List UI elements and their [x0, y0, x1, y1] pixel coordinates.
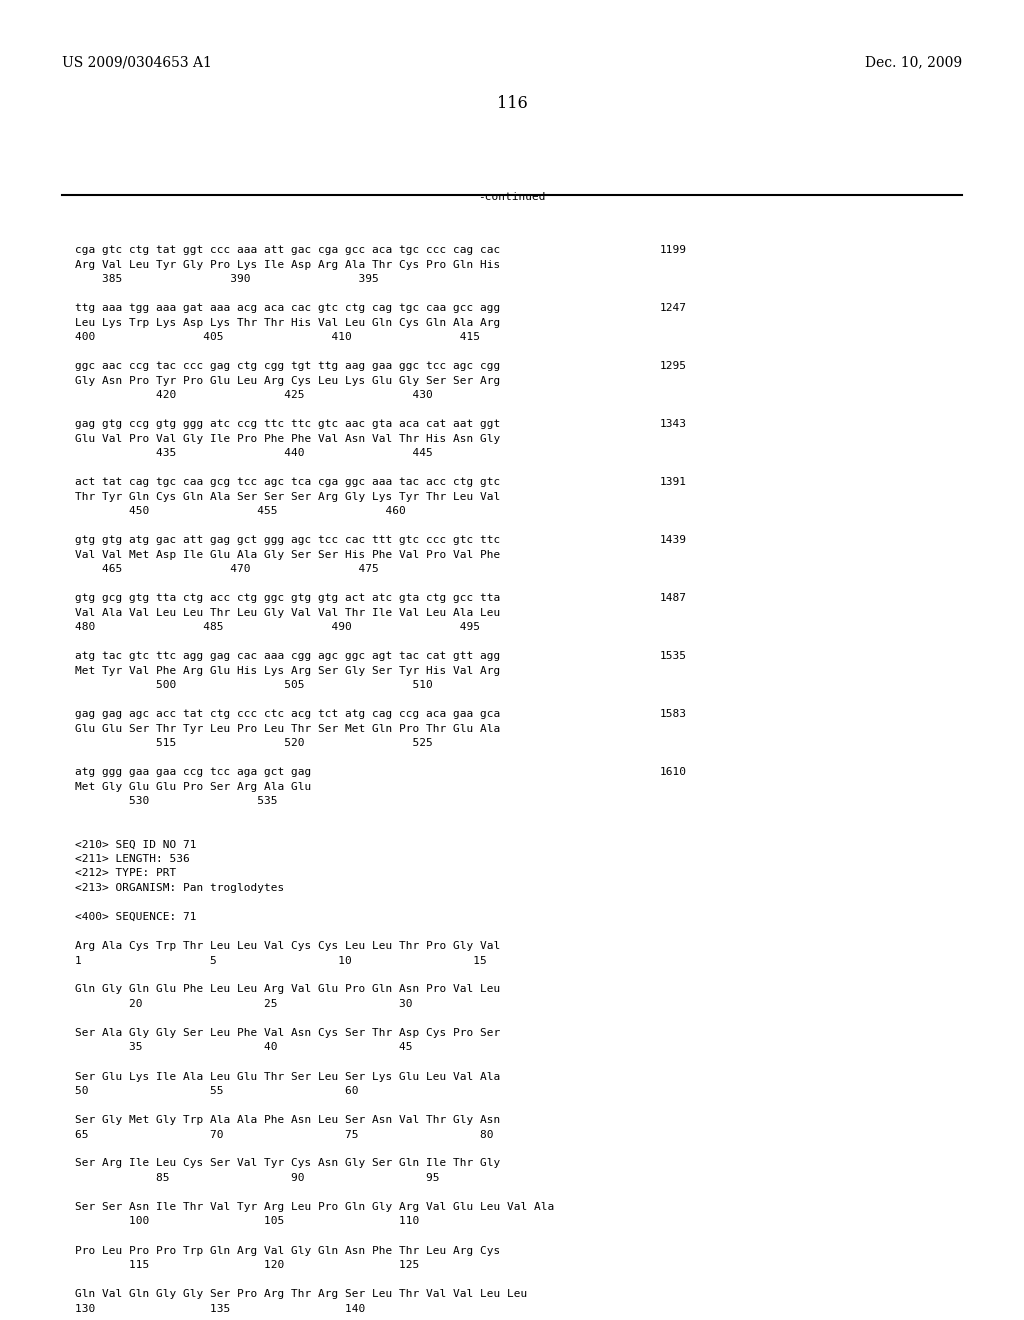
- Text: Ser Glu Lys Ile Ala Leu Glu Thr Ser Leu Ser Lys Glu Leu Val Ala: Ser Glu Lys Ile Ala Leu Glu Thr Ser Leu …: [75, 1072, 501, 1081]
- Text: Arg Val Leu Tyr Gly Pro Lys Ile Asp Arg Ala Thr Cys Pro Gln His: Arg Val Leu Tyr Gly Pro Lys Ile Asp Arg …: [75, 260, 501, 269]
- Text: Pro Leu Pro Pro Trp Gln Arg Val Gly Gln Asn Phe Thr Leu Arg Cys: Pro Leu Pro Pro Trp Gln Arg Val Gly Gln …: [75, 1246, 501, 1255]
- Text: Val Ala Val Leu Leu Thr Leu Gly Val Val Thr Ile Val Leu Ala Leu: Val Ala Val Leu Leu Thr Leu Gly Val Val …: [75, 607, 501, 618]
- Text: 1199: 1199: [660, 246, 687, 255]
- Text: Met Tyr Val Phe Arg Glu His Lys Arg Ser Gly Ser Tyr His Val Arg: Met Tyr Val Phe Arg Glu His Lys Arg Ser …: [75, 665, 501, 676]
- Text: Gln Gly Gln Glu Phe Leu Leu Arg Val Glu Pro Gln Asn Pro Val Leu: Gln Gly Gln Glu Phe Leu Leu Arg Val Glu …: [75, 985, 501, 994]
- Text: US 2009/0304653 A1: US 2009/0304653 A1: [62, 55, 212, 69]
- Text: <210> SEQ ID NO 71: <210> SEQ ID NO 71: [75, 840, 197, 850]
- Text: 130                 135                 140: 130 135 140: [75, 1304, 366, 1313]
- Text: gtg gcg gtg tta ctg acc ctg ggc gtg gtg act atc gta ctg gcc tta: gtg gcg gtg tta ctg acc ctg ggc gtg gtg …: [75, 593, 501, 603]
- Text: Dec. 10, 2009: Dec. 10, 2009: [865, 55, 962, 69]
- Text: 65                  70                  75                  80: 65 70 75 80: [75, 1130, 494, 1139]
- Text: 116: 116: [497, 95, 527, 112]
- Text: 420                425                430: 420 425 430: [75, 389, 433, 400]
- Text: 35                  40                  45: 35 40 45: [75, 1043, 413, 1052]
- Text: cga gtc ctg tat ggt ccc aaa att gac cga gcc aca tgc ccc cag cac: cga gtc ctg tat ggt ccc aaa att gac cga …: [75, 246, 501, 255]
- Text: 480                485                490                495: 480 485 490 495: [75, 622, 480, 632]
- Text: 1343: 1343: [660, 418, 687, 429]
- Text: Ser Ala Gly Gly Ser Leu Phe Val Asn Cys Ser Thr Asp Cys Pro Ser: Ser Ala Gly Gly Ser Leu Phe Val Asn Cys …: [75, 1028, 501, 1038]
- Text: 435                440                445: 435 440 445: [75, 447, 433, 458]
- Text: 20                  25                  30: 20 25 30: [75, 999, 413, 1008]
- Text: Glu Val Pro Val Gly Ile Pro Phe Phe Val Asn Val Thr His Asn Gly: Glu Val Pro Val Gly Ile Pro Phe Phe Val …: [75, 433, 501, 444]
- Text: Gly Asn Pro Tyr Pro Glu Leu Arg Cys Leu Lys Glu Gly Ser Ser Arg: Gly Asn Pro Tyr Pro Glu Leu Arg Cys Leu …: [75, 375, 501, 385]
- Text: Ser Arg Ile Leu Cys Ser Val Tyr Cys Asn Gly Ser Gln Ile Thr Gly: Ser Arg Ile Leu Cys Ser Val Tyr Cys Asn …: [75, 1159, 501, 1168]
- Text: Ser Gly Met Gly Trp Ala Ala Phe Asn Leu Ser Asn Val Thr Gly Asn: Ser Gly Met Gly Trp Ala Ala Phe Asn Leu …: [75, 1115, 501, 1125]
- Text: ggc aac ccg tac ccc gag ctg cgg tgt ttg aag gaa ggc tcc agc cgg: ggc aac ccg tac ccc gag ctg cgg tgt ttg …: [75, 360, 501, 371]
- Text: 1391: 1391: [660, 477, 687, 487]
- Text: 450                455                460: 450 455 460: [75, 506, 406, 516]
- Text: <400> SEQUENCE: 71: <400> SEQUENCE: 71: [75, 912, 197, 921]
- Text: 500                505                510: 500 505 510: [75, 680, 433, 690]
- Text: 1487: 1487: [660, 593, 687, 603]
- Text: 400                405                410                415: 400 405 410 415: [75, 333, 480, 342]
- Text: 115                 120                 125: 115 120 125: [75, 1261, 419, 1270]
- Text: Met Gly Glu Glu Pro Ser Arg Ala Glu: Met Gly Glu Glu Pro Ser Arg Ala Glu: [75, 781, 311, 792]
- Text: Gln Val Gln Gly Gly Ser Pro Arg Thr Arg Ser Leu Thr Val Val Leu Leu: Gln Val Gln Gly Gly Ser Pro Arg Thr Arg …: [75, 1290, 527, 1299]
- Text: 1295: 1295: [660, 360, 687, 371]
- Text: 1535: 1535: [660, 651, 687, 661]
- Text: gag gag agc acc tat ctg ccc ctc acg tct atg cag ccg aca gaa gca: gag gag agc acc tat ctg ccc ctc acg tct …: [75, 709, 501, 719]
- Text: 465                470                475: 465 470 475: [75, 564, 379, 574]
- Text: Val Val Met Asp Ile Glu Ala Gly Ser Ser His Phe Val Pro Val Phe: Val Val Met Asp Ile Glu Ala Gly Ser Ser …: [75, 549, 501, 560]
- Text: 1583: 1583: [660, 709, 687, 719]
- Text: Leu Lys Trp Lys Asp Lys Thr Thr His Val Leu Gln Cys Gln Ala Arg: Leu Lys Trp Lys Asp Lys Thr Thr His Val …: [75, 318, 501, 327]
- Text: 1                   5                  10                  15: 1 5 10 15: [75, 956, 486, 965]
- Text: <211> LENGTH: 536: <211> LENGTH: 536: [75, 854, 189, 865]
- Text: 1610: 1610: [660, 767, 687, 777]
- Text: atg ggg gaa gaa ccg tcc aga gct gag: atg ggg gaa gaa ccg tcc aga gct gag: [75, 767, 311, 777]
- Text: 50                  55                  60: 50 55 60: [75, 1086, 358, 1096]
- Text: Ser Ser Asn Ile Thr Val Tyr Arg Leu Pro Gln Gly Arg Val Glu Leu Val Ala: Ser Ser Asn Ile Thr Val Tyr Arg Leu Pro …: [75, 1203, 554, 1212]
- Text: act tat cag tgc caa gcg tcc agc tca cga ggc aaa tac acc ctg gtc: act tat cag tgc caa gcg tcc agc tca cga …: [75, 477, 501, 487]
- Text: gtg gtg atg gac att gag gct ggg agc tcc cac ttt gtc ccc gtc ttc: gtg gtg atg gac att gag gct ggg agc tcc …: [75, 535, 501, 545]
- Text: 530                535: 530 535: [75, 796, 278, 807]
- Text: ttg aaa tgg aaa gat aaa acg aca cac gtc ctg cag tgc caa gcc agg: ttg aaa tgg aaa gat aaa acg aca cac gtc …: [75, 304, 501, 313]
- Text: 1247: 1247: [660, 304, 687, 313]
- Text: 515                520                525: 515 520 525: [75, 738, 433, 748]
- Text: <213> ORGANISM: Pan troglodytes: <213> ORGANISM: Pan troglodytes: [75, 883, 285, 894]
- Text: 1439: 1439: [660, 535, 687, 545]
- Text: Arg Ala Cys Trp Thr Leu Leu Val Cys Cys Leu Leu Thr Pro Gly Val: Arg Ala Cys Trp Thr Leu Leu Val Cys Cys …: [75, 941, 501, 950]
- Text: Thr Tyr Gln Cys Gln Ala Ser Ser Ser Arg Gly Lys Tyr Thr Leu Val: Thr Tyr Gln Cys Gln Ala Ser Ser Ser Arg …: [75, 491, 501, 502]
- Text: -continued: -continued: [478, 191, 546, 202]
- Text: 85                  90                  95: 85 90 95: [75, 1173, 439, 1183]
- Text: atg tac gtc ttc agg gag cac aaa cgg agc ggc agt tac cat gtt agg: atg tac gtc ttc agg gag cac aaa cgg agc …: [75, 651, 501, 661]
- Text: 100                 105                 110: 100 105 110: [75, 1217, 419, 1226]
- Text: Glu Glu Ser Thr Tyr Leu Pro Leu Thr Ser Met Gln Pro Thr Glu Ala: Glu Glu Ser Thr Tyr Leu Pro Leu Thr Ser …: [75, 723, 501, 734]
- Text: 385                390                395: 385 390 395: [75, 275, 379, 284]
- Text: gag gtg ccg gtg ggg atc ccg ttc ttc gtc aac gta aca cat aat ggt: gag gtg ccg gtg ggg atc ccg ttc ttc gtc …: [75, 418, 501, 429]
- Text: <212> TYPE: PRT: <212> TYPE: PRT: [75, 869, 176, 879]
